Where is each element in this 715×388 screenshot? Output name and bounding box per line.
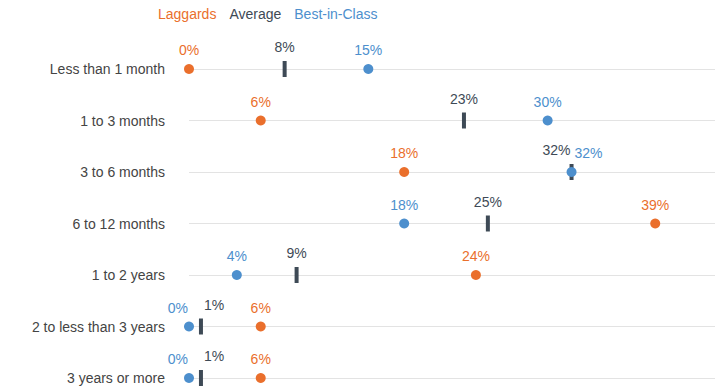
svg-text:3 years or more: 3 years or more xyxy=(67,370,165,386)
svg-text:24%: 24% xyxy=(462,248,490,264)
svg-text:0%: 0% xyxy=(168,351,188,367)
svg-text:Less than 1 month: Less than 1 month xyxy=(50,61,165,77)
svg-text:18%: 18% xyxy=(390,197,418,213)
svg-text:1 to 2 years: 1 to 2 years xyxy=(92,267,165,283)
svg-text:15%: 15% xyxy=(354,42,382,58)
svg-text:Average: Average xyxy=(229,6,281,22)
svg-text:6%: 6% xyxy=(251,351,271,367)
svg-text:9%: 9% xyxy=(286,245,306,261)
svg-text:30%: 30% xyxy=(534,94,562,110)
svg-text:23%: 23% xyxy=(450,91,478,107)
svg-text:39%: 39% xyxy=(641,197,669,213)
svg-text:4%: 4% xyxy=(227,248,247,264)
svg-text:6 to 12 months: 6 to 12 months xyxy=(72,216,165,232)
svg-text:3 to 6 months: 3 to 6 months xyxy=(80,164,165,180)
svg-text:Laggards: Laggards xyxy=(158,6,216,22)
svg-text:18%: 18% xyxy=(390,145,418,161)
svg-text:1%: 1% xyxy=(204,348,224,364)
svg-text:1 to 3 months: 1 to 3 months xyxy=(80,113,165,129)
svg-text:0%: 0% xyxy=(179,42,199,58)
svg-text:1%: 1% xyxy=(204,297,224,313)
svg-text:32%: 32% xyxy=(543,142,571,158)
svg-text:Best-in-Class: Best-in-Class xyxy=(294,6,377,22)
svg-text:2 to less than 3 years: 2 to less than 3 years xyxy=(32,319,165,335)
svg-text:32%: 32% xyxy=(575,145,603,161)
svg-text:25%: 25% xyxy=(474,194,502,210)
svg-text:6%: 6% xyxy=(251,300,271,316)
svg-text:8%: 8% xyxy=(275,39,295,55)
svg-text:6%: 6% xyxy=(251,94,271,110)
svg-text:0%: 0% xyxy=(168,300,188,316)
